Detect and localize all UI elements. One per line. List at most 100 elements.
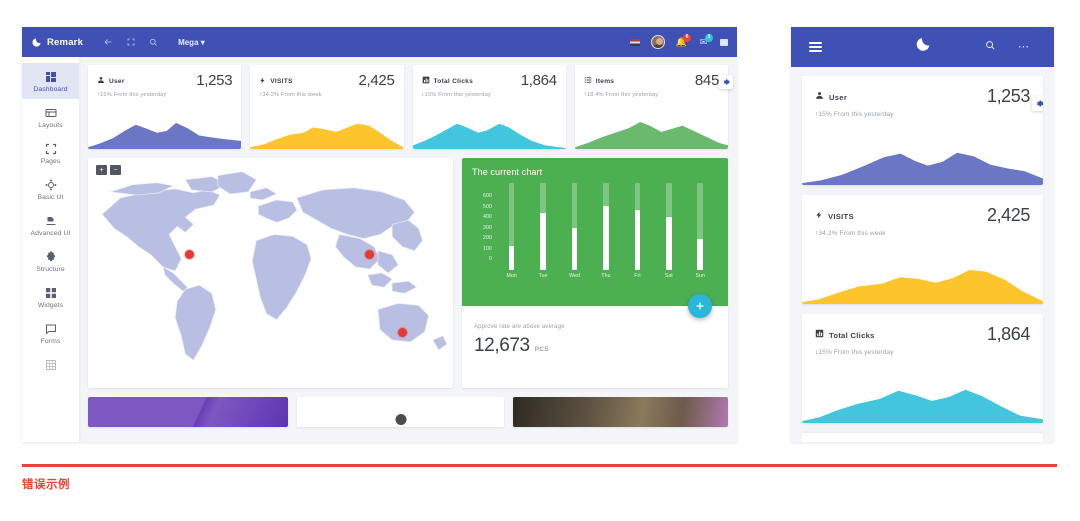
y-tick: 200 [483,235,492,242]
marker-east-asia[interactable] [365,250,375,259]
approve-value-row: 12,673 PCS [474,335,716,357]
mobile-card-total-clicks[interactable]: Total Clicks 1,864 ↓15% From this yester… [802,314,1043,423]
bar-label: Tue [538,273,548,279]
mobile-value: 1,864 [986,324,1030,344]
map-zoom-out-button[interactable]: − [110,165,121,175]
avatar[interactable] [651,35,665,49]
mobile-card-user[interactable]: User 1,253 ↑15% From this yesterday [802,76,1043,185]
stat-delta-text: 18.4% From this yesterday [586,92,659,98]
bar-track [571,183,578,270]
mobile-card-visits[interactable]: VISITS 2,425 ↑34.2% From this week [802,195,1043,304]
stat-label: User [109,77,125,85]
bar-label: Thu [601,273,611,279]
map-zoom-controls: + − [96,165,121,175]
sidebar-label: Forms [40,338,61,345]
mobile-title-user: User [815,87,847,103]
sparkline-items [574,113,728,149]
bar-column[interactable]: Wed [569,183,580,279]
sidebar-item-dashboard[interactable]: Dashboard [22,63,79,99]
mobile-sparkline-total-clicks [802,375,1043,423]
bar-column[interactable]: Thu [601,183,611,279]
y-axis: 600 500 400 300 200 100 0 [472,183,494,279]
purple-gradient-card[interactable] [88,397,288,427]
sidebar-item-structure[interactable]: Structure [22,243,79,279]
sidebar-item-tables[interactable] [22,351,79,380]
arrow-up-icon: ↑ [815,230,819,237]
mobile-delta-text: 15% From this yesterday [818,111,894,118]
stat-delta: ↑18.4% From this yesterday [584,92,719,98]
hamburger-icon[interactable] [809,41,822,53]
world-map-card[interactable]: + − [88,158,453,388]
bar-fill [634,210,641,270]
bolt-icon [259,76,266,87]
mobile-title-total-clicks: Total Clicks [815,325,875,341]
mega-menu-button[interactable]: Mega ▾ [178,37,205,47]
sidebar-item-layouts[interactable]: Layouts [22,99,79,135]
bar-column[interactable]: Tue [538,183,548,279]
layouts-icon [24,106,77,119]
y-tick: 400 [483,214,492,221]
sidebar-item-basic-ui[interactable]: Basic UI [22,171,79,207]
bars-area: Mon Tue Wed Thu Fri Sat Sun [494,183,718,279]
user-icon [97,76,105,86]
marker-north-america[interactable] [184,250,194,259]
stats-settings-gear[interactable] [719,75,733,89]
sparkline-visits [250,113,404,149]
messages-icon[interactable]: ✉ 3 [698,33,713,48]
brand[interactable]: Remark [31,37,83,48]
arrow-up-icon: ↑ [583,92,587,98]
sidebar-item-advanced-ui[interactable]: Advanced UI [22,207,79,243]
fullscreen-icon[interactable] [127,38,135,46]
sidebar-item-pages[interactable]: Pages [22,135,79,171]
bar-fill [508,245,515,270]
stat-value: 845 [694,72,719,89]
photo-card[interactable] [513,397,728,427]
bar-label: Wed [569,273,580,279]
mobile-body: User 1,253 ↑15% From this yesterday [791,67,1054,442]
stat-card-total-clicks[interactable]: Total Clicks 1,864 ↓15% From this yester… [412,65,566,149]
y-tick: 100 [483,245,492,252]
topbar-left-icons: Mega ▾ [103,37,205,47]
mobile-delta-text: 15% From this yesterday [818,349,894,356]
bar-track [697,183,703,270]
mobile-delta: ↑15% From this yesterday [815,111,1030,118]
bar-column[interactable]: Sat [665,183,673,279]
stat-card-user[interactable]: User 1,253 ↑15% From this yesterday [88,65,242,149]
mobile-settings-gear[interactable] [1032,96,1043,111]
chart-panel: The current chart 600 500 400 300 200 10… [462,158,728,318]
stat-label: VISITS [270,78,293,85]
bar-chart-icon [422,76,430,86]
stat-card-items[interactable]: Items 845 ↑18.4% From this yesterday [574,65,728,149]
mobile-card-partial[interactable] [802,433,1043,442]
sidebar-label: Basic UI [37,194,64,201]
stat-card-visits[interactable]: VISITS 2,425 ↑34.2% From this week [250,65,404,149]
mobile-sparkline-visits [802,256,1043,304]
arrow-left-icon[interactable] [103,37,113,47]
arrow-up-icon: ↑ [259,92,263,98]
bar-column[interactable]: Mon [507,183,517,279]
add-fab-button[interactable] [688,294,712,318]
bar-column[interactable]: Sun [695,183,705,279]
bottom-card-row [88,397,728,427]
dashboard-icon [24,70,77,83]
map-zoom-in-button[interactable]: + [96,165,107,175]
search-icon[interactable] [985,40,996,54]
y-tick: 600 [483,192,492,199]
approve-label: Approve rate are above average [474,324,565,330]
marker-australia[interactable] [398,328,408,338]
moon-icon [914,36,931,58]
search-icon[interactable] [149,38,158,47]
notifications-icon[interactable]: 🔔 6 [676,33,691,48]
bar-column[interactable]: Fri [634,183,641,279]
flag-icon[interactable] [630,38,640,46]
stat-value: 1,253 [196,72,233,89]
sidebar-label: Widgets [37,302,64,309]
display-icon[interactable] [720,38,728,46]
sidebar-item-forms[interactable]: Forms [22,315,79,351]
profile-card[interactable] [297,397,504,427]
notifications-badge: 6 [683,33,691,42]
sidebar-item-widgets[interactable]: Widgets [22,279,79,315]
stat-delta: ↑34.2% From this week [259,92,394,98]
y-tick: 0 [489,256,492,263]
y-tick: 300 [483,224,492,231]
